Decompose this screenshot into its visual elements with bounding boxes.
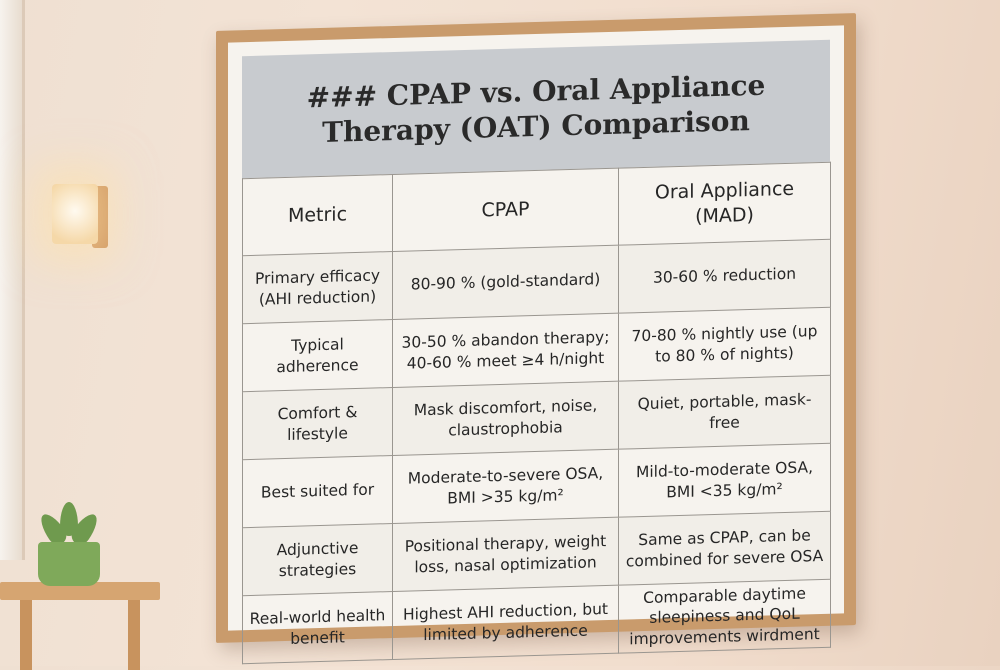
table-cell: Moderate-to-severe OSA, BMI >35 kg/m²	[392, 449, 619, 524]
poster-title: ### CPAP vs. Oral Appliance Therapy (OAT…	[242, 39, 830, 179]
poster: ### CPAP vs. Oral Appliance Therapy (OAT…	[228, 25, 844, 664]
table-leg	[20, 600, 32, 670]
header-cell: Metric	[242, 174, 393, 256]
side-table	[0, 582, 160, 600]
table-cell: Comparable daytime sleepiness and QoL im…	[618, 579, 831, 654]
table-cell: 80-90 % (gold-standard)	[392, 245, 619, 320]
table-cell: 30-60 % reduction	[618, 239, 831, 314]
comparison-table: Metric CPAP Oral Appliance (MAD) Primary e…	[242, 162, 831, 664]
header-cell: Oral Appliance (MAD)	[618, 162, 831, 246]
table-cell: Mask discomfort, noise, claustrophobia	[392, 381, 619, 456]
header-cell: CPAP	[392, 168, 619, 252]
table-cell: Same as CPAP, can be combined for severe…	[618, 511, 831, 586]
table-cell: Real-world health benefit	[242, 591, 393, 664]
table-cell: 30-50 % abandon therapy; 40-60 % meet ≥4…	[392, 313, 619, 388]
wall-lamp	[52, 184, 98, 244]
window	[0, 0, 25, 560]
table-cell: Best suited for	[242, 455, 393, 528]
table-cell: 70-80 % nightly use (up to 80 % of night…	[618, 307, 831, 382]
table-leg	[128, 600, 140, 670]
table-cell: Primary efficacy (AHI reduction)	[242, 251, 393, 324]
table-cell: Mild-to-moderate OSA, BMI <35 kg/m²	[618, 443, 831, 518]
table-cell: Comfort & lifestyle	[242, 387, 393, 460]
table-cell: Adjunctive strategies	[242, 523, 393, 596]
table-cell: Positional therapy, weight loss, nasal o…	[392, 517, 619, 592]
table-cell: Highest AHI reduction, but limited by ad…	[392, 585, 619, 660]
plant-pot	[38, 542, 100, 586]
table-cell: Quiet, portable, mask-free	[618, 375, 831, 450]
table-cell: Typical adherence	[242, 319, 393, 392]
poster-frame: ### CPAP vs. Oral Appliance Therapy (OAT…	[216, 13, 856, 664]
